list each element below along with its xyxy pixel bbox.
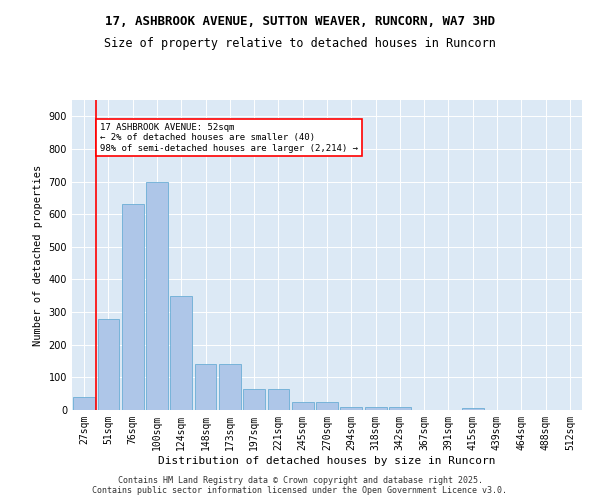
X-axis label: Distribution of detached houses by size in Runcorn: Distribution of detached houses by size … [158,456,496,466]
Text: Contains HM Land Registry data © Crown copyright and database right 2025.
Contai: Contains HM Land Registry data © Crown c… [92,476,508,495]
Bar [462,408,484,410]
Bar [146,182,168,410]
Bar [97,318,119,410]
Bar [73,397,95,410]
Bar [122,204,143,410]
Y-axis label: Number of detached properties: Number of detached properties [33,164,43,346]
Bar [316,402,338,410]
Bar [219,364,241,410]
Text: Size of property relative to detached houses in Runcorn: Size of property relative to detached ho… [104,38,496,51]
Bar [365,406,386,410]
Bar [194,364,217,410]
Bar [268,389,289,410]
Text: 17 ASHBROOK AVENUE: 52sqm
← 2% of detached houses are smaller (40)
98% of semi-d: 17 ASHBROOK AVENUE: 52sqm ← 2% of detach… [100,123,358,152]
Bar [292,402,314,410]
Bar [243,389,265,410]
Text: 17, ASHBROOK AVENUE, SUTTON WEAVER, RUNCORN, WA7 3HD: 17, ASHBROOK AVENUE, SUTTON WEAVER, RUNC… [105,15,495,28]
Bar [389,406,411,410]
Bar [340,406,362,410]
Bar [170,296,192,410]
